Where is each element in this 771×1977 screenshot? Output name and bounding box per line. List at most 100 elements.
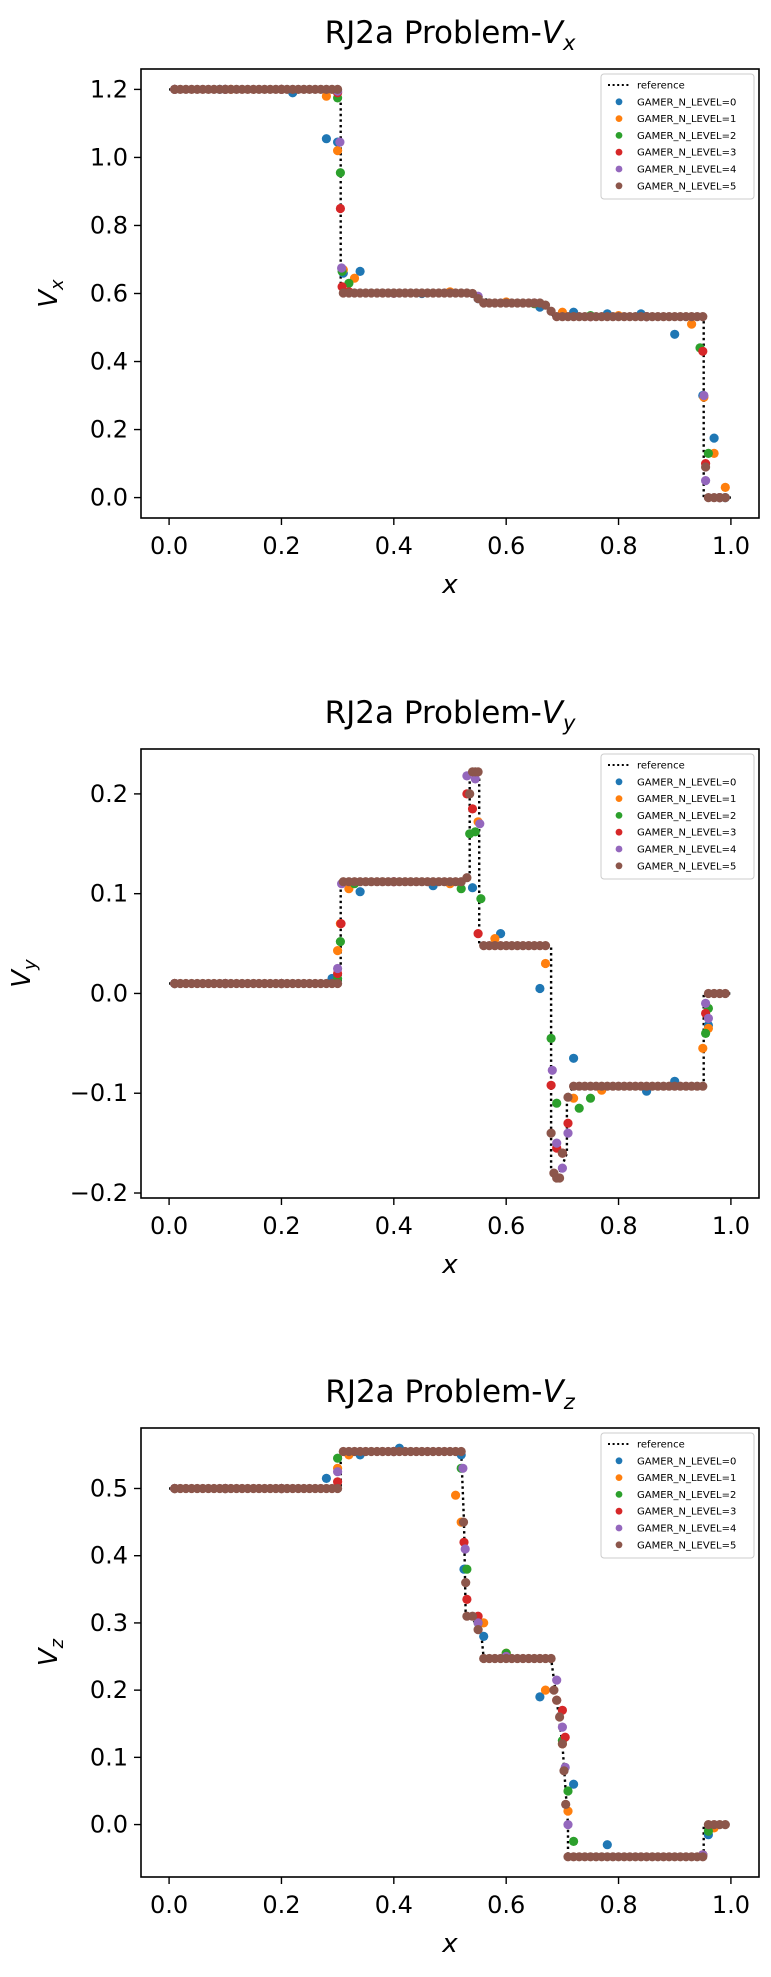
data-point bbox=[540, 941, 551, 951]
data-point bbox=[333, 946, 343, 956]
data-point bbox=[473, 1618, 483, 1628]
x-axis-label: x bbox=[441, 570, 458, 600]
x-tick-label: 0.0 bbox=[150, 1212, 188, 1240]
data-point bbox=[473, 767, 483, 777]
data-point bbox=[333, 1467, 343, 1477]
data-point bbox=[335, 937, 345, 947]
x-tick-label: 0.6 bbox=[487, 1212, 525, 1240]
data-point bbox=[458, 1463, 468, 1473]
data-point bbox=[546, 1653, 556, 1664]
data-point bbox=[337, 263, 347, 273]
x-tick-label: 0.2 bbox=[262, 1891, 300, 1919]
data-point bbox=[333, 978, 343, 989]
data-point bbox=[709, 433, 719, 443]
y-tick-label: 0.0 bbox=[90, 1811, 128, 1839]
y-tick-label: 0.1 bbox=[90, 880, 128, 908]
data-point bbox=[569, 1779, 579, 1789]
data-point bbox=[333, 84, 343, 94]
data-point bbox=[698, 346, 708, 356]
data-point bbox=[563, 1786, 573, 1796]
chart-title-subscript: x bbox=[562, 31, 576, 55]
data-point bbox=[535, 983, 545, 994]
legend: reference GAMER_N_LEVEL=0 GAMER_N_LEVEL=1 G… bbox=[600, 753, 755, 880]
y-tick-label: 0.2 bbox=[90, 780, 128, 808]
data-point bbox=[479, 1631, 489, 1641]
legend-marker bbox=[615, 182, 623, 190]
chart-title-text: RJ2a Problem- bbox=[325, 15, 542, 51]
data-point bbox=[563, 1128, 573, 1138]
y-axis-label-subscript: x bbox=[47, 279, 68, 291]
data-point bbox=[546, 1033, 556, 1043]
x-tick-label: 1.0 bbox=[712, 532, 750, 560]
data-point bbox=[557, 1148, 568, 1158]
data-point bbox=[470, 827, 480, 837]
y-tick-label: 1.0 bbox=[90, 143, 128, 171]
y-axis-label: Vy bbox=[7, 959, 41, 988]
data-point bbox=[563, 1820, 573, 1830]
data-point bbox=[559, 1766, 569, 1776]
data-point bbox=[574, 1103, 584, 1113]
data-point bbox=[462, 1564, 472, 1574]
legend-entry-label: GAMER_N_LEVEL=5 bbox=[637, 1540, 736, 1551]
data-point bbox=[698, 1081, 708, 1091]
legend-marker bbox=[615, 132, 623, 139]
x-tick-label: 0.8 bbox=[599, 1212, 637, 1240]
data-point bbox=[321, 91, 331, 101]
legend-entry-label: GAMER_N_LEVEL=2 bbox=[637, 811, 736, 822]
chart-title-variable: V bbox=[542, 1374, 566, 1410]
chart-title: RJ2a Problem-Vx bbox=[325, 15, 576, 55]
legend-marker bbox=[615, 1524, 623, 1532]
legend-entry-label: GAMER_N_LEVEL=3 bbox=[637, 148, 736, 159]
legend-entry-label: GAMER_N_LEVEL=0 bbox=[637, 1456, 736, 1467]
legend-box bbox=[600, 73, 755, 200]
chart-title-variable: V bbox=[542, 695, 566, 731]
data-point bbox=[585, 1093, 596, 1103]
data-point bbox=[552, 1675, 562, 1685]
chart-title-text: RJ2a Problem- bbox=[325, 1374, 542, 1410]
legend-marker bbox=[615, 1474, 623, 1481]
data-point bbox=[563, 1092, 573, 1102]
x-tick-label: 0.4 bbox=[375, 1891, 413, 1919]
legend-marker bbox=[615, 115, 623, 122]
data-point bbox=[467, 883, 478, 893]
x-tick-label: 0.0 bbox=[150, 532, 188, 560]
data-point bbox=[540, 1685, 551, 1695]
data-point bbox=[698, 312, 708, 322]
legend-entry-label: GAMER_N_LEVEL=0 bbox=[637, 97, 736, 108]
y-axis-label-subscript: y bbox=[20, 959, 41, 971]
x-tick-label: 0.0 bbox=[150, 1891, 188, 1919]
series-level-5 bbox=[170, 84, 730, 503]
panel-2: RJ2a Problem-Vy0.0 0.2 0.4 0.6 0.8 1.0−0.2−0.… bbox=[7, 695, 760, 1280]
axes-frame bbox=[140, 1427, 760, 1878]
y-tick-label: 0.4 bbox=[90, 348, 128, 376]
data-point bbox=[344, 278, 354, 288]
legend-entry-label: reference bbox=[637, 81, 685, 92]
x-tick-label: 0.6 bbox=[487, 1891, 525, 1919]
y-tick-label: 0.6 bbox=[90, 280, 128, 308]
data-point bbox=[720, 482, 730, 492]
data-point bbox=[557, 1163, 568, 1173]
data-point bbox=[467, 804, 478, 814]
data-point bbox=[703, 1826, 714, 1836]
data-point bbox=[701, 476, 711, 486]
legend: reference GAMER_N_LEVEL=0 GAMER_N_LEVEL=1 G… bbox=[600, 73, 755, 200]
data-point bbox=[557, 1722, 568, 1732]
data-point bbox=[698, 1852, 708, 1862]
data-point bbox=[470, 774, 480, 784]
data-point bbox=[557, 1739, 568, 1749]
data-point bbox=[670, 329, 680, 339]
data-point bbox=[561, 1799, 571, 1809]
legend-marker bbox=[615, 1507, 623, 1515]
chart-title-variable: V bbox=[542, 15, 566, 51]
x-tick-label: 0.6 bbox=[487, 532, 525, 560]
data-point bbox=[546, 1128, 556, 1138]
y-axis-label-subscript: z bbox=[47, 1638, 68, 1649]
data-point bbox=[461, 1578, 471, 1588]
y-tick-label: 1.2 bbox=[90, 75, 128, 103]
data-point bbox=[335, 168, 345, 178]
data-point bbox=[699, 390, 709, 401]
legend-marker bbox=[615, 845, 623, 853]
legend-entry-label: GAMER_N_LEVEL=5 bbox=[637, 861, 736, 872]
legend-entry-label: GAMER_N_LEVEL=2 bbox=[637, 1490, 736, 1501]
